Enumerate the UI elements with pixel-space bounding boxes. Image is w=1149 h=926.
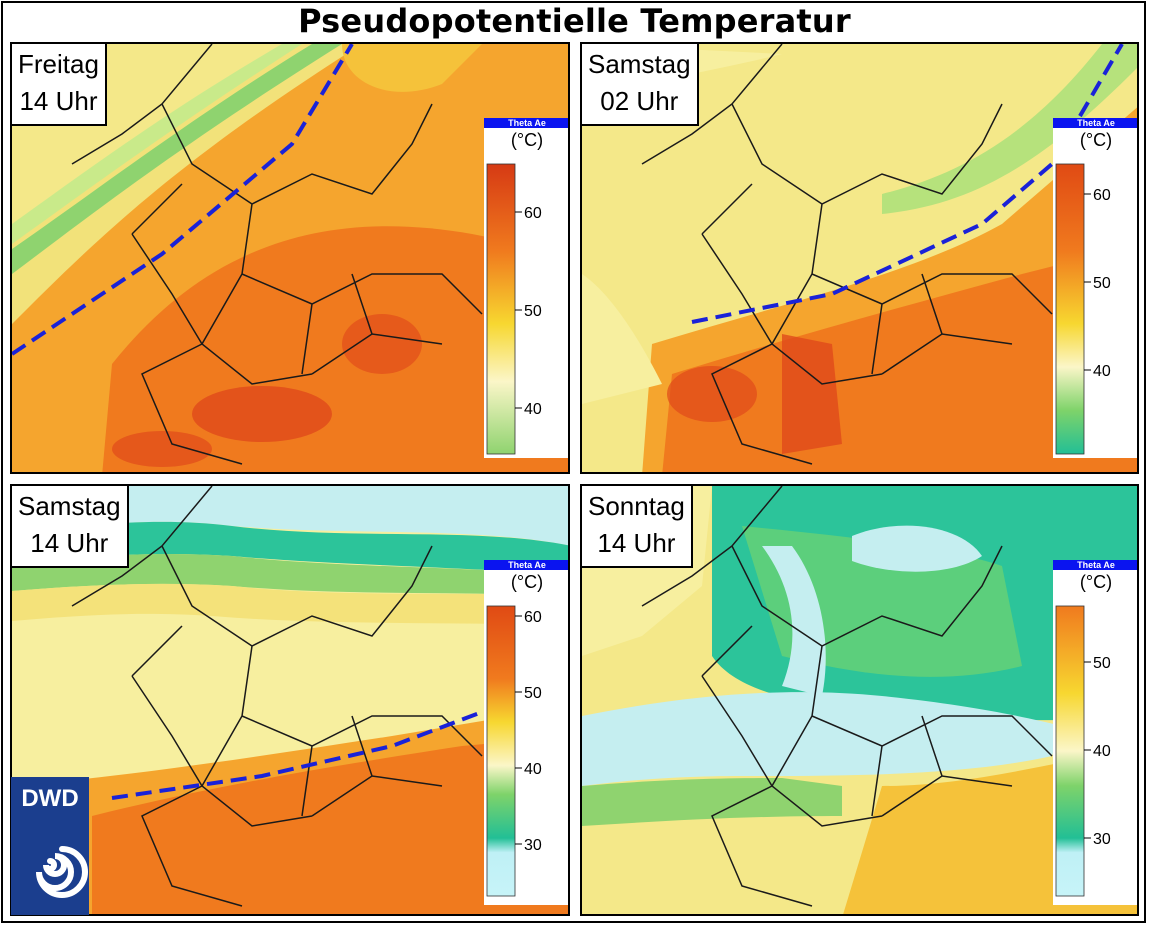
panel-day: Samstag [18,491,121,521]
panel-hour: 14 Uhr [30,528,109,558]
logo-text: DWD [21,785,79,812]
panel-time-label: Sonntag 14 Uhr [582,486,693,568]
legend-unit: (°C) [1079,572,1113,592]
legend-colorbar: 60 50 40 30 [486,605,542,897]
legend-header: Theta Ae [484,118,568,128]
panel-time-label: Samstag 14 Uhr [12,486,129,568]
color-legend: Theta Ae (°C) 60 50 40 [484,118,568,458]
map-panel-sunday-14: Sonntag 14 Uhr Theta Ae (°C) 50 [580,484,1139,916]
legend-tick: 30 [524,837,542,854]
legend-colorbar: 50 40 30 [1055,605,1111,897]
legend-tick: 60 [1093,187,1111,204]
legend-tick: 50 [524,303,542,320]
legend-unit: (°C) [1079,130,1113,150]
figure-title: Pseudopotentielle Temperatur [298,2,851,40]
temperature-map [12,486,568,914]
legend-header: Theta Ae [484,560,568,570]
legend-colorbar: 60 50 40 [1055,163,1111,455]
legend-tick: 60 [524,609,542,626]
panel-hour: 02 Uhr [600,86,679,116]
swirl-icon [36,846,88,898]
panel-time-label: Freitag 14 Uhr [12,44,107,126]
legend-tick: 40 [524,401,542,418]
map-panel-saturday-02: Samstag 02 Uhr Theta Ae (°C) 60 50 [580,42,1139,474]
map-panel-saturday-14: Samstag 14 Uhr Theta Ae (°C) [10,484,570,916]
panel-time-label: Samstag 02 Uhr [582,44,699,126]
legend-tick: 50 [1093,275,1111,292]
color-legend: Theta Ae (°C) 60 50 40 [1053,118,1137,458]
legend-tick: 40 [524,761,542,778]
legend-tick: 50 [524,685,542,702]
legend-unit: (°C) [510,130,544,150]
panel-hour: 14 Uhr [597,528,676,558]
legend-tick: 40 [1093,363,1111,380]
color-legend: Theta Ae (°C) 50 40 30 [1053,560,1137,905]
map-panel-friday-14: Freitag 14 Uhr Theta Ae (°C) 60 50 40 [10,42,570,474]
legend-colorbar: 60 50 40 [486,163,542,455]
legend-unit: (°C) [510,572,544,592]
legend-tick: 50 [1093,655,1111,672]
panel-hour: 14 Uhr [19,86,98,116]
color-legend: Theta Ae (°C) 60 50 [484,560,568,905]
dwd-logo: DWD [11,777,89,915]
legend-tick: 30 [1093,831,1111,848]
legend-header: Theta Ae [1053,118,1137,128]
temperature-map [582,44,1137,472]
panel-day: Sonntag [588,491,685,521]
panel-day: Freitag [18,49,99,79]
legend-header: Theta Ae [1053,560,1137,570]
legend-tick: 40 [1093,743,1111,760]
legend-tick: 60 [524,205,542,222]
panel-day: Samstag [588,49,691,79]
